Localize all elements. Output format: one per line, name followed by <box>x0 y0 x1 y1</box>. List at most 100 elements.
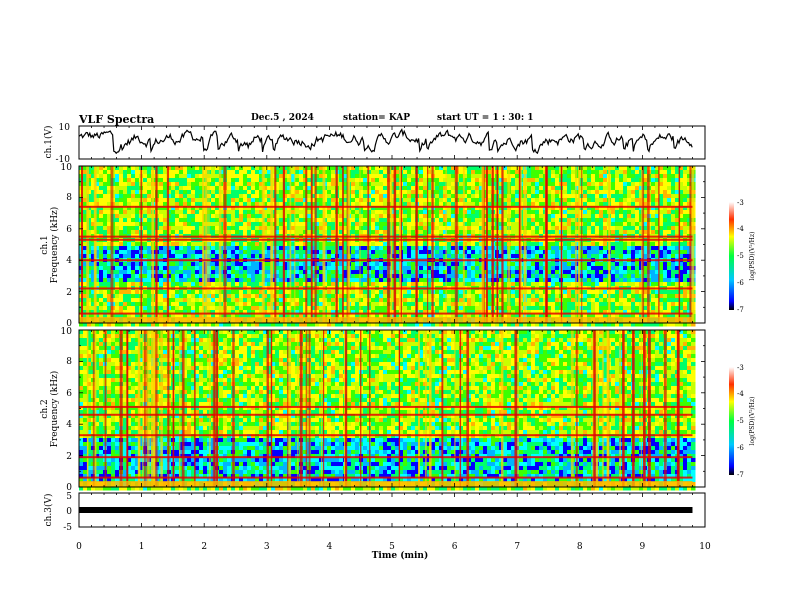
spectrogram-cell <box>363 198 368 203</box>
spectrogram-cell <box>183 194 188 199</box>
spectrogram-cell <box>619 190 624 195</box>
spectrogram-cell <box>331 210 336 215</box>
spectrogram-cell <box>307 282 312 287</box>
spectrogram-cell <box>327 174 332 179</box>
spectrogram-cell <box>227 254 232 259</box>
spectrogram-cell <box>215 278 220 283</box>
spectrogram-cell <box>127 278 132 283</box>
spectrogram-cell <box>283 170 288 175</box>
spectrogram-cell <box>391 174 396 179</box>
spectrogram-cell <box>147 194 152 199</box>
spectrogram-cell <box>255 182 260 187</box>
spectrogram-cell <box>267 250 272 255</box>
spectrogram-cell <box>271 170 276 175</box>
spectrogram-cell <box>551 254 556 259</box>
spectrogram-cell <box>435 282 440 287</box>
spectrogram-cell <box>599 246 604 251</box>
spectrogram-cell <box>359 174 364 179</box>
spectrogram-cell <box>103 178 108 183</box>
spectrogram-cell <box>183 186 188 191</box>
spectrogram-cell <box>199 174 204 179</box>
spectrogram-cell <box>499 262 504 267</box>
spectrogram-cell <box>331 250 336 255</box>
spectrogram-cell <box>103 262 108 267</box>
spectrogram-cell <box>503 262 508 267</box>
spectrogram-cell <box>131 174 136 179</box>
spectrogram-cell <box>651 186 656 191</box>
spectrogram-cell <box>319 282 324 287</box>
spectrogram-cell <box>231 270 236 275</box>
spectrogram-cell <box>367 278 372 283</box>
spectrogram-cell <box>611 210 616 215</box>
spectrogram-cell <box>471 226 476 231</box>
spectrogram-cell <box>627 174 632 179</box>
spectrogram-cell <box>95 254 100 259</box>
spectrogram-cell <box>275 294 280 299</box>
spectrogram-cell <box>515 226 520 231</box>
spectrogram-cell <box>131 246 136 251</box>
spectrogram-cell <box>167 182 172 187</box>
spectrogram-cell <box>603 166 608 171</box>
spectrogram-cell <box>583 170 588 175</box>
spectrogram-cell <box>131 254 136 259</box>
spectrogram-cell <box>339 274 344 279</box>
spectrogram-cell <box>563 214 568 219</box>
spectrogram-cell <box>483 250 488 255</box>
spectrogram-cell <box>287 294 292 299</box>
spectrogram-cell <box>531 274 536 279</box>
spectrogram-cell <box>215 222 220 227</box>
spectrogram-cell <box>327 206 332 211</box>
spectrogram-cell <box>587 242 592 247</box>
spectrogram-cell <box>115 178 120 183</box>
spectrogram-cell <box>191 266 196 271</box>
spectrogram-cell <box>615 210 620 215</box>
spectrogram-cell <box>91 210 96 215</box>
spectrogram-cell <box>531 218 536 223</box>
spectrogram-cell <box>587 214 592 219</box>
spectrogram-cell <box>127 250 132 255</box>
spectrogram-cell <box>567 290 572 295</box>
spectrogram-cell <box>247 226 252 231</box>
spectrogram-cell <box>379 218 384 223</box>
spectrogram-cell <box>95 178 100 183</box>
spectrogram-cell <box>251 282 256 287</box>
spectrogram-cell <box>343 262 348 267</box>
spectrogram-cell <box>627 206 632 211</box>
spectrogram-cell <box>659 206 664 211</box>
spectrogram-cell <box>483 278 488 283</box>
spectrogram-cell <box>339 182 344 187</box>
spectrogram-cell <box>83 270 88 275</box>
spectrogram-cell <box>655 254 660 259</box>
spectrogram-cell <box>131 206 136 211</box>
spectrogram-cell <box>359 166 364 171</box>
spectrogram-cell <box>83 290 88 295</box>
spectrogram-cell <box>243 218 248 223</box>
spectrogram-cell <box>423 274 428 279</box>
spectrogram-cell <box>603 266 608 271</box>
spectrogram-cell <box>687 218 692 223</box>
spectrogram-cell <box>343 290 348 295</box>
spectrogram-cell <box>611 202 616 207</box>
spectrogram-cell <box>563 178 568 183</box>
spectrogram-cell <box>319 186 324 191</box>
spectrogram-cell <box>195 182 200 187</box>
spectrogram-cell <box>343 206 348 211</box>
spectrogram-cell <box>591 290 596 295</box>
spectrogram-cell <box>267 218 272 223</box>
spectrogram-cell <box>307 294 312 299</box>
spectrogram-cell <box>527 246 532 251</box>
spectrogram-cell <box>215 178 220 183</box>
spectrogram-cell <box>143 254 148 259</box>
spectrogram-cell <box>631 218 636 223</box>
spectrogram-cell <box>479 266 484 271</box>
spectrogram-cell <box>451 282 456 287</box>
spectrogram-cell <box>295 262 300 267</box>
spectrogram-cell <box>311 250 316 255</box>
spectrogram-cell <box>575 282 580 287</box>
spectrogram-cell <box>411 266 416 271</box>
spectrogram-cell <box>235 242 240 247</box>
spectrogram-cell <box>563 190 568 195</box>
spectrogram-cell <box>103 210 108 215</box>
spectrogram-cell <box>255 194 260 199</box>
spectrogram-cell <box>267 202 272 207</box>
